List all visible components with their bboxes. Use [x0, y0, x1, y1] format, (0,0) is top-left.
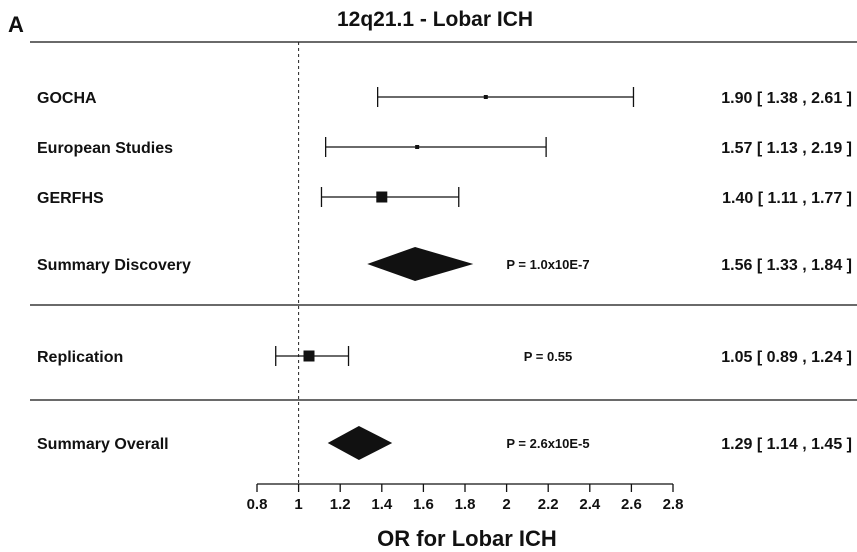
- ci-text: 1.56 [ 1.33 , 1.84 ]: [721, 257, 852, 274]
- x-tick-label: 1: [294, 496, 302, 513]
- x-tick-label: 1.8: [455, 496, 476, 513]
- panel-letter: A: [8, 12, 24, 37]
- row-label: Replication: [37, 349, 123, 366]
- x-tick-label: 2.4: [579, 496, 601, 513]
- ci-text: 1.90 [ 1.38 , 2.61 ]: [721, 90, 852, 107]
- row-label: GOCHA: [37, 90, 97, 107]
- p-value-text: P = 0.55: [524, 349, 573, 364]
- summary-diamond: [367, 247, 474, 281]
- row-label: Summary Discovery: [37, 257, 191, 274]
- x-tick-label: 1.6: [413, 496, 434, 513]
- chart-title: 12q21.1 - Lobar ICH: [337, 8, 533, 31]
- point-estimate-square: [376, 191, 388, 203]
- forest-row: Replication 1.05 [ 0.89 , 1.24 ] P = 0.55: [37, 346, 852, 366]
- ci-text: 1.57 [ 1.13 , 2.19 ]: [721, 140, 852, 157]
- row-label: European Studies: [37, 140, 173, 157]
- forest-row: GERFHS 1.40 [ 1.11 , 1.77 ]: [37, 187, 852, 207]
- forest-row: Summary Overall 1.29 [ 1.14 , 1.45 ] P = 2…: [37, 426, 852, 460]
- x-tick-label: 2.2: [538, 496, 559, 513]
- point-estimate-square: [303, 350, 315, 362]
- forest-row: GOCHA 1.90 [ 1.38 , 2.61 ]: [37, 87, 852, 107]
- summary-diamond: [327, 426, 393, 460]
- ci-text: 1.29 [ 1.14 , 1.45 ]: [721, 436, 852, 453]
- row-label: GERFHS: [37, 190, 104, 207]
- p-value-text: P = 2.6x10E-5: [506, 436, 589, 451]
- point-estimate-square: [483, 95, 488, 99]
- row-label: Summary Overall: [37, 436, 169, 453]
- x-axis-label: OR for Lobar ICH: [377, 526, 557, 551]
- forest-row: European Studies 1.57 [ 1.13 , 2.19 ]: [37, 137, 852, 157]
- p-value-text: P = 1.0x10E-7: [506, 257, 589, 272]
- ci-text: 1.05 [ 0.89 , 1.24 ]: [721, 349, 852, 366]
- ci-text: 1.40 [ 1.11 , 1.77 ]: [722, 190, 852, 207]
- x-tick-label: 1.4: [371, 496, 393, 513]
- x-tick-label: 0.8: [247, 496, 268, 513]
- point-estimate-square: [415, 145, 420, 149]
- x-tick-label: 2.6: [621, 496, 642, 513]
- x-tick-label: 2.8: [663, 496, 684, 513]
- x-tick-label: 2: [502, 496, 510, 513]
- forest-row: Summary Discovery 1.56 [ 1.33 , 1.84 ] P =…: [37, 247, 852, 281]
- x-tick-label: 1.2: [330, 496, 351, 513]
